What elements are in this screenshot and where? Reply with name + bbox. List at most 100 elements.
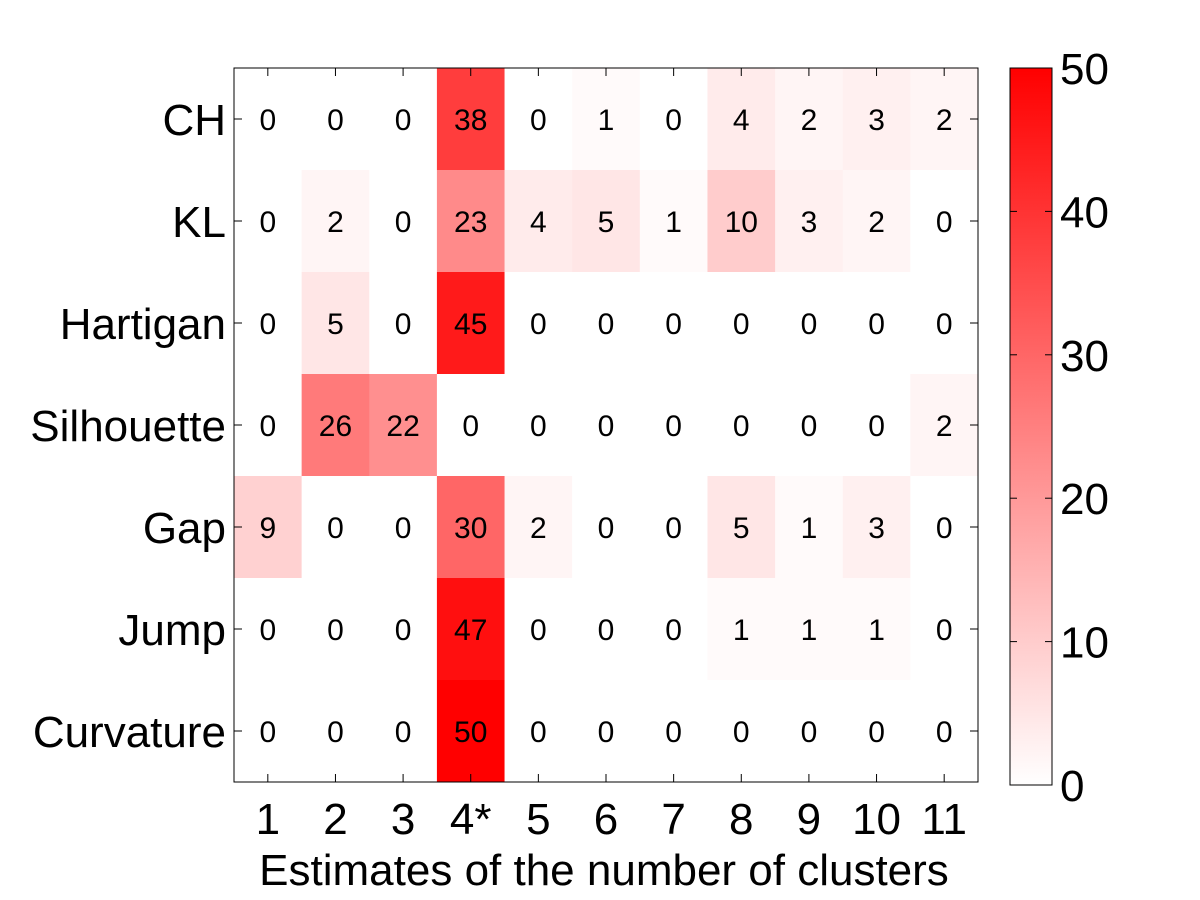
cell-value-label: 0 — [327, 512, 344, 545]
heatmap-cell — [707, 170, 776, 273]
cell-value-label: 0 — [530, 410, 547, 443]
heatmap-cell — [572, 272, 641, 375]
cell-value-label: 5 — [327, 308, 344, 341]
x-axis-tick-labels: 1 2 3 4* 5 6 7 8 9 10 11 — [256, 795, 967, 844]
colorbar-tick-label: 40 — [1060, 188, 1109, 237]
heatmap-cell — [572, 476, 641, 579]
heatmap-cell — [301, 68, 370, 171]
cell-value-label: 9 — [259, 512, 276, 545]
heatmap-cell — [639, 374, 708, 477]
cell-value-label: 2 — [327, 206, 344, 239]
heatmap-cell — [234, 680, 303, 783]
heatmap-cell — [842, 680, 911, 783]
cell-value-label: 2 — [801, 104, 818, 137]
cell-value-label: 50 — [454, 716, 487, 749]
colorbar-tick-labels: 0 10 20 30 40 50 — [1060, 45, 1109, 811]
y-tick-label: Gap — [143, 504, 226, 553]
heatmap-cell — [504, 680, 573, 783]
colorbar-ticks — [1010, 67, 1052, 786]
heatmap-cell — [910, 578, 979, 681]
cell-value-label: 1 — [801, 512, 818, 545]
heatmap-cell — [707, 578, 776, 681]
x-tick-label: 11 — [921, 795, 967, 844]
heatmap-cell — [436, 680, 506, 783]
cell-value-label: 0 — [868, 716, 885, 749]
cell-value-label: 45 — [454, 308, 487, 341]
cell-value-label: 2 — [868, 206, 885, 239]
cell-value-label: 0 — [665, 716, 682, 749]
y-tick-label: Curvature — [33, 708, 226, 757]
heatmap-cell — [910, 68, 979, 171]
cell-value-label: 0 — [801, 308, 818, 341]
y-axis-tick-labels: CH KL Hartigan Silhouette Gap Jump Curvature — [30, 96, 226, 757]
heatmap-cell — [436, 170, 506, 273]
x-tick-label: 7 — [661, 795, 685, 844]
heatmap-cell — [301, 374, 370, 477]
cell-value-label: 0 — [530, 104, 547, 137]
colorbar-tick-label: 50 — [1060, 45, 1109, 94]
y-tick-label: Hartigan — [60, 300, 226, 349]
heatmap-cell — [436, 374, 506, 477]
heatmap-cell — [910, 374, 979, 477]
x-tick-label: 3 — [391, 795, 415, 844]
cell-value-label: 0 — [868, 308, 885, 341]
cell-value-label: 0 — [936, 614, 953, 647]
heatmap-cell — [910, 476, 979, 579]
cell-value-label: 0 — [598, 410, 615, 443]
cell-value-label: 26 — [319, 410, 352, 443]
heatmap-cell — [369, 374, 438, 477]
x-axis-label: Estimates of the number of clusters — [259, 846, 949, 895]
cell-value-label: 0 — [259, 614, 276, 647]
cell-value-label: 23 — [454, 206, 487, 239]
heatmap-cell — [639, 680, 708, 783]
heatmap-cell — [639, 476, 708, 579]
x-tick-label: 9 — [797, 795, 821, 844]
heatmap-cell — [775, 680, 844, 783]
heatmap-cell — [707, 476, 776, 579]
y-tick-label: Jump — [118, 606, 226, 655]
heatmap-cell — [639, 578, 708, 681]
cell-value-label: 0 — [327, 716, 344, 749]
heatmap-cell — [301, 578, 370, 681]
cell-value-label: 0 — [936, 512, 953, 545]
cell-value-label: 0 — [259, 104, 276, 137]
cell-value-label: 1 — [665, 206, 682, 239]
cell-value-label: 0 — [530, 716, 547, 749]
heatmap-cell — [707, 374, 776, 477]
heatmap-cell — [707, 68, 776, 171]
cell-value-label: 22 — [386, 410, 419, 443]
colorbar-tick-label: 10 — [1060, 619, 1109, 668]
heatmap-cell — [369, 680, 438, 783]
colorbar-tick-label: 0 — [1060, 762, 1084, 811]
cell-value-label: 0 — [665, 410, 682, 443]
cell-value-label: 0 — [259, 308, 276, 341]
heatmap-cell — [369, 272, 438, 375]
heatmap-cell — [436, 578, 506, 681]
x-tick-label: 6 — [594, 795, 618, 844]
heatmap-cell — [707, 680, 776, 783]
cell-value-label: 10 — [725, 206, 758, 239]
cell-value-label: 0 — [395, 614, 412, 647]
cell-value-label: 0 — [395, 104, 412, 137]
heatmap-cell — [639, 272, 708, 375]
heatmap-cell — [504, 272, 573, 375]
heatmap-cell — [775, 272, 844, 375]
cell-value-label: 0 — [395, 206, 412, 239]
heatmap-cell — [369, 476, 438, 579]
cell-value-label: 0 — [259, 410, 276, 443]
x-tick-label: 8 — [729, 795, 753, 844]
heatmap-cell — [234, 68, 303, 171]
x-tick-label: 10 — [852, 795, 901, 844]
axis-ticks — [234, 68, 978, 782]
heatmap-cell — [504, 476, 573, 579]
heatmap-cell — [436, 272, 506, 375]
colorbar — [1009, 67, 1053, 786]
cell-value-label: 1 — [868, 614, 885, 647]
heatmap-cell — [369, 68, 438, 171]
cell-value-label: 0 — [665, 308, 682, 341]
heatmap-cell — [842, 374, 911, 477]
cell-value-label: 2 — [530, 512, 547, 545]
heatmap-cell — [301, 272, 370, 375]
heatmap-cell — [234, 170, 303, 273]
